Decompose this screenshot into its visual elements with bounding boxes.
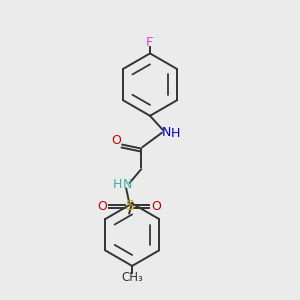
Text: N: N [123, 178, 132, 191]
Text: N: N [162, 126, 171, 139]
Text: H: H [171, 127, 181, 140]
Text: S: S [125, 200, 134, 214]
Text: H: H [112, 178, 122, 191]
Text: CH₃: CH₃ [121, 271, 143, 284]
Text: O: O [111, 134, 121, 147]
Text: O: O [98, 200, 107, 213]
Text: O: O [151, 200, 161, 213]
Text: F: F [146, 36, 154, 49]
